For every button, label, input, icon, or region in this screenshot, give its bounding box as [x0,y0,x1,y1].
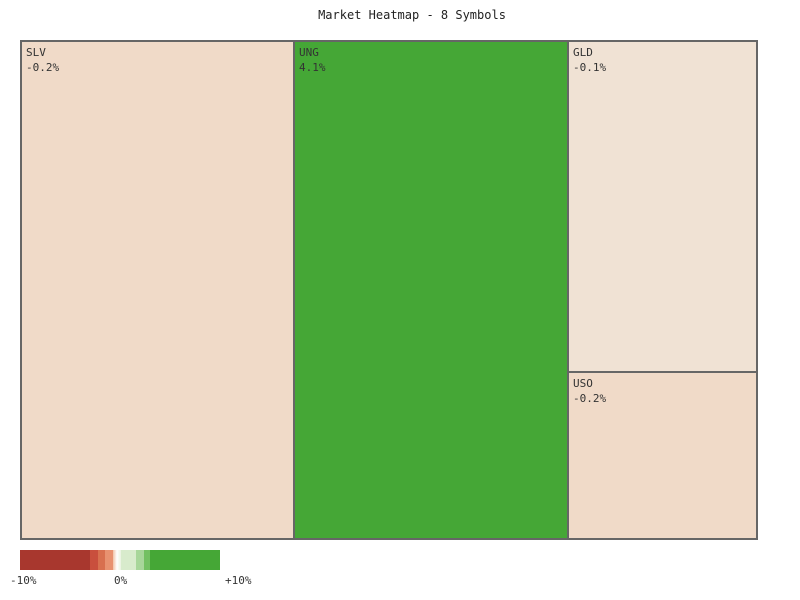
legend-swatch [144,550,150,570]
tile-symbol: UNG [299,46,319,59]
tile-symbol: SLV [26,46,46,59]
tile-uso[interactable]: USO -0.2% [567,371,758,540]
tile-gld[interactable]: GLD -0.1% [567,40,758,373]
color-scale-legend [20,550,220,570]
tile-change: 4.1% [299,61,326,74]
legend-min-label: -10% [10,574,37,587]
legend-swatch [150,550,220,570]
tile-slv[interactable]: SLV -0.2% [20,40,296,540]
tile-change: -0.2% [573,392,607,405]
legend-swatch [90,550,98,570]
legend-swatch [113,550,121,570]
tile-change: -0.2% [26,61,60,74]
legend-swatch [20,550,90,570]
tile-ung[interactable]: UNG 4.1% [293,40,570,540]
tile-symbol: USO [573,377,593,390]
treemap: SLV -0.2% UNG 4.1% GLD -0.1% USO -0.2% [20,40,758,540]
tile-symbol: GLD [573,46,593,59]
legend-mid-label: 0% [114,574,128,587]
chart-title: Market Heatmap - 8 Symbols [318,8,506,22]
legend-swatch [136,550,144,570]
tile-change: -0.1% [573,61,607,74]
legend-swatch [105,550,113,570]
legend-swatch [121,550,136,570]
legend-swatch [98,550,105,570]
legend-max-label: +10% [225,574,252,587]
